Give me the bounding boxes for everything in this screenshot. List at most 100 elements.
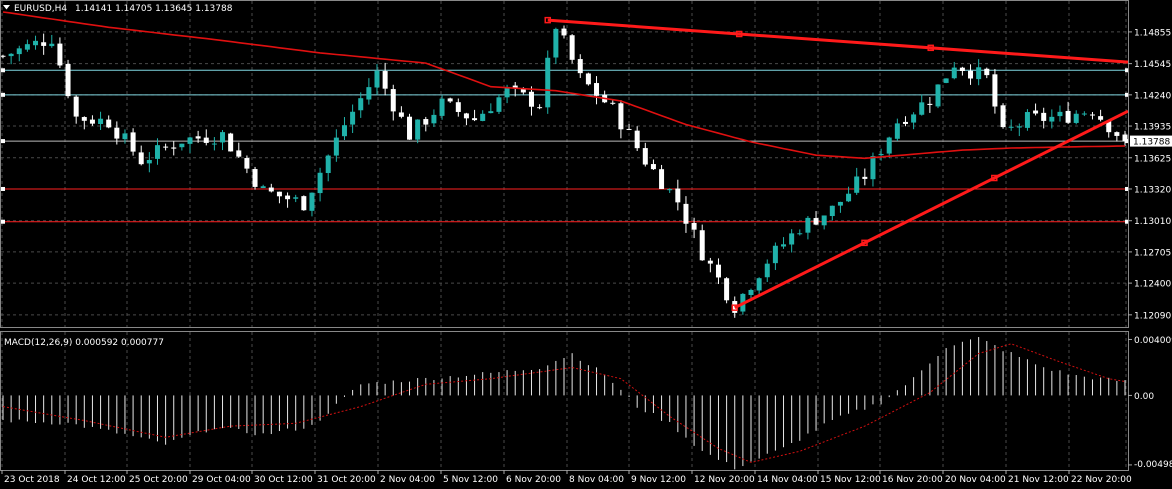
time-tick-label: 29 Oct 04:00 — [192, 475, 251, 485]
candle-body — [902, 121, 908, 124]
candle-body — [285, 195, 291, 200]
candle-body — [171, 147, 177, 149]
candle-body — [65, 63, 71, 97]
time-tick-label: 23 Oct 2018 — [4, 475, 60, 485]
level-handle[interactable] — [1, 219, 5, 224]
candle-body — [122, 133, 128, 140]
candle-body — [626, 128, 632, 130]
candle-body — [146, 159, 152, 164]
candle-body — [138, 152, 144, 165]
candle-body — [309, 192, 315, 211]
candle-body — [130, 132, 136, 152]
candle-body — [846, 193, 852, 202]
macd-label: MACD(12,26,9) 0.000592 0.000777 — [4, 338, 164, 348]
time-tick-label: 22 Nov 20:00 — [1071, 475, 1132, 485]
trendlines[interactable] — [544, 16, 1129, 311]
trendline-handle[interactable] — [861, 239, 868, 247]
candle-body — [764, 263, 770, 278]
price-tick-label: 1.12400 — [1134, 280, 1171, 290]
candle-body — [33, 40, 39, 46]
candle-body — [748, 289, 754, 296]
candle-body — [610, 102, 616, 104]
candle-body — [398, 112, 404, 117]
candle-body — [724, 278, 730, 301]
time-tick-label: 31 Oct 20:00 — [317, 475, 376, 485]
candle-body — [211, 143, 217, 145]
candle-body — [8, 53, 14, 57]
ohlc-values: 1.14141 1.14705 1.13645 1.13788 — [75, 4, 233, 14]
triangle-down-icon[interactable] — [3, 5, 10, 10]
level-handle[interactable] — [1125, 186, 1129, 191]
time-tick-label: 25 Oct 20:00 — [129, 475, 188, 485]
candle-body — [179, 143, 185, 148]
candle-body — [927, 103, 933, 105]
trendline-handle[interactable] — [927, 44, 934, 52]
price-tick-label: 1.12705 — [1134, 248, 1171, 258]
candle-body — [886, 137, 892, 154]
candle-body — [390, 89, 396, 112]
candle-body — [236, 150, 242, 157]
candle-body — [1098, 116, 1104, 120]
trendline-handle[interactable] — [731, 304, 738, 311]
level-handle[interactable] — [1, 186, 5, 191]
candle-body — [862, 176, 868, 179]
candle-body — [618, 103, 624, 130]
trendline[interactable] — [547, 18, 1129, 64]
level-handle[interactable] — [1, 68, 5, 73]
candle-body — [894, 123, 900, 139]
candle-body — [919, 102, 925, 115]
candle-body — [837, 201, 843, 206]
candle-body — [106, 119, 112, 128]
candle-body — [333, 137, 339, 156]
time-tick-label: 6 Nov 20:00 — [506, 475, 561, 485]
candle-body — [870, 156, 876, 180]
candle-body — [187, 137, 193, 144]
trendline-handle[interactable] — [544, 16, 551, 24]
candle-body — [756, 278, 762, 291]
candle-body — [358, 98, 364, 111]
candle-body — [829, 205, 835, 217]
trendline-handle[interactable] — [991, 174, 998, 182]
candle-body — [1033, 110, 1039, 114]
candle-body — [73, 96, 79, 117]
trendline[interactable] — [734, 109, 1129, 310]
candle-body — [1106, 120, 1112, 133]
trendline-handle[interactable] — [735, 30, 743, 38]
macd-axis: 0.004009 0.00 -0.00498 — [1128, 336, 1172, 470]
candle-body — [691, 222, 697, 230]
candle-body — [220, 132, 226, 143]
level-handle[interactable] — [1, 92, 5, 97]
candlesticks — [0, 25, 1128, 318]
candle-body — [1008, 126, 1014, 128]
candle-body — [707, 260, 713, 264]
candle-body — [1057, 111, 1063, 117]
candle-body — [512, 85, 518, 88]
candle-body — [821, 215, 827, 226]
macd-panel-frame — [0, 331, 1129, 471]
price-panel-frame — [0, 0, 1129, 328]
level-handle[interactable] — [1125, 92, 1129, 97]
candle-body — [114, 127, 120, 139]
candle-body — [642, 148, 648, 165]
level-handle[interactable] — [1125, 68, 1129, 73]
candle-body — [528, 91, 534, 107]
macd-histogram — [2, 337, 1126, 470]
time-tick-label: 16 Nov 20:00 — [882, 475, 943, 485]
moving-average-line — [2, 11, 1126, 160]
level-handle[interactable] — [1125, 219, 1129, 224]
candle-body — [577, 59, 583, 74]
candle-body — [81, 117, 87, 121]
candle-body — [455, 102, 461, 112]
price-tick-label: 1.13320 — [1134, 185, 1171, 195]
candle-body — [407, 116, 413, 140]
candle-body — [228, 133, 234, 152]
candle-body — [585, 73, 591, 85]
candle-body — [992, 74, 998, 107]
time-tick-label: 12 Nov 20:00 — [694, 475, 755, 485]
level-handle[interactable] — [1, 139, 5, 144]
candle-body — [675, 188, 681, 203]
macd-signal-line — [2, 343, 1126, 463]
candle-body — [943, 78, 949, 83]
